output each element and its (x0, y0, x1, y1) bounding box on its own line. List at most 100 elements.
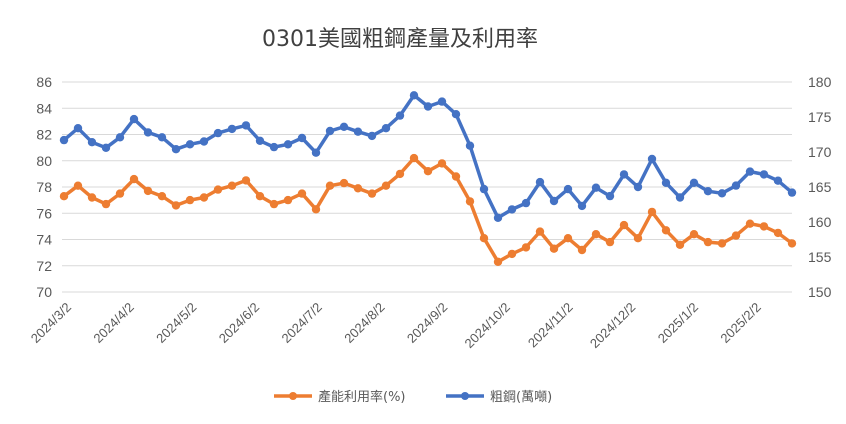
right-tick-label: 155 (808, 249, 832, 265)
data-point (521, 198, 531, 208)
data-point (395, 169, 405, 179)
data-point (759, 170, 769, 179)
left-axis-ticks: 70 72 74 76 78 80 82 84 86 (36, 74, 52, 300)
data-point (773, 228, 783, 238)
data-point (115, 133, 125, 142)
data-point (703, 237, 713, 247)
data-point (101, 143, 111, 152)
right-tick-label: 180 (808, 74, 832, 90)
data-point (143, 186, 153, 196)
data-point (227, 181, 237, 190)
data-point (297, 189, 307, 198)
data-point (633, 234, 643, 243)
data-point (367, 189, 377, 198)
data-point (255, 192, 265, 201)
data-point (185, 195, 195, 205)
data-point (675, 193, 685, 202)
series-crude-steel (59, 91, 797, 222)
data-point (549, 196, 559, 206)
data-point (507, 249, 517, 259)
data-point (311, 205, 321, 214)
data-point (353, 184, 363, 193)
data-point (297, 133, 307, 143)
data-point (437, 159, 447, 168)
data-point (661, 226, 671, 235)
data-point (157, 133, 167, 142)
left-tick-label: 70 (36, 284, 52, 300)
data-point (563, 184, 573, 194)
data-point (129, 114, 139, 124)
data-point (675, 240, 685, 249)
data-point (283, 195, 293, 205)
data-point (507, 205, 517, 214)
data-point (577, 201, 587, 211)
data-point (605, 191, 615, 201)
data-point (213, 185, 223, 194)
data-point (703, 187, 713, 196)
data-point (241, 176, 251, 185)
data-point (255, 136, 265, 145)
right-tick-label: 160 (808, 214, 832, 230)
right-tick-label: 165 (808, 179, 832, 195)
data-point (73, 124, 83, 133)
data-point (339, 178, 349, 188)
data-point (269, 199, 279, 209)
data-point (731, 231, 741, 240)
data-point (157, 192, 167, 201)
data-point (493, 213, 503, 222)
data-point (423, 102, 433, 111)
data-point (199, 193, 209, 202)
data-point (661, 178, 671, 187)
data-point (353, 127, 363, 136)
data-point (521, 243, 531, 252)
data-point (647, 207, 657, 217)
data-point (311, 148, 321, 157)
data-point (619, 220, 629, 230)
data-point (395, 111, 405, 120)
right-tick-label: 175 (808, 109, 832, 125)
data-point (325, 126, 335, 136)
data-point (563, 234, 573, 243)
data-point (479, 184, 489, 194)
left-tick-label: 86 (36, 74, 52, 90)
left-tick-label: 74 (36, 232, 52, 248)
legend-marker-utilization (289, 392, 297, 400)
data-point (717, 189, 727, 198)
chart-title: 0301美國粗鋼產量及利用率 (262, 27, 538, 52)
legend-label-utilization: 產能利用率(%) (318, 389, 406, 405)
data-point (731, 181, 741, 190)
data-point (717, 239, 727, 248)
data-point (451, 110, 461, 119)
left-tick-label: 72 (36, 258, 52, 274)
data-point (577, 245, 587, 255)
data-point (59, 192, 69, 201)
data-point (451, 172, 461, 181)
data-point (465, 141, 475, 150)
right-tick-label: 150 (808, 284, 832, 300)
data-point (73, 181, 83, 190)
series-layer (59, 91, 797, 266)
data-point (591, 183, 601, 192)
data-point (465, 197, 475, 206)
legend-entry-crude-steel[interactable]: 粗鋼(萬噸) (446, 390, 552, 405)
left-tick-label: 78 (36, 179, 52, 195)
data-point (87, 193, 97, 202)
data-point (689, 178, 699, 187)
gridlines (62, 81, 792, 293)
legend-marker-crude-steel (461, 392, 469, 400)
data-point (87, 138, 97, 147)
data-point (745, 167, 755, 176)
data-point (759, 222, 769, 231)
data-point (199, 137, 209, 146)
data-point (213, 128, 223, 138)
data-point (283, 140, 293, 149)
legend-entry-utilization[interactable]: 產能利用率(%) (274, 389, 406, 405)
data-point (535, 227, 545, 236)
data-point (367, 131, 377, 141)
data-point (59, 135, 69, 145)
data-point (745, 219, 755, 228)
data-point (339, 122, 349, 131)
series-utilization (59, 153, 797, 266)
data-point (437, 97, 447, 106)
